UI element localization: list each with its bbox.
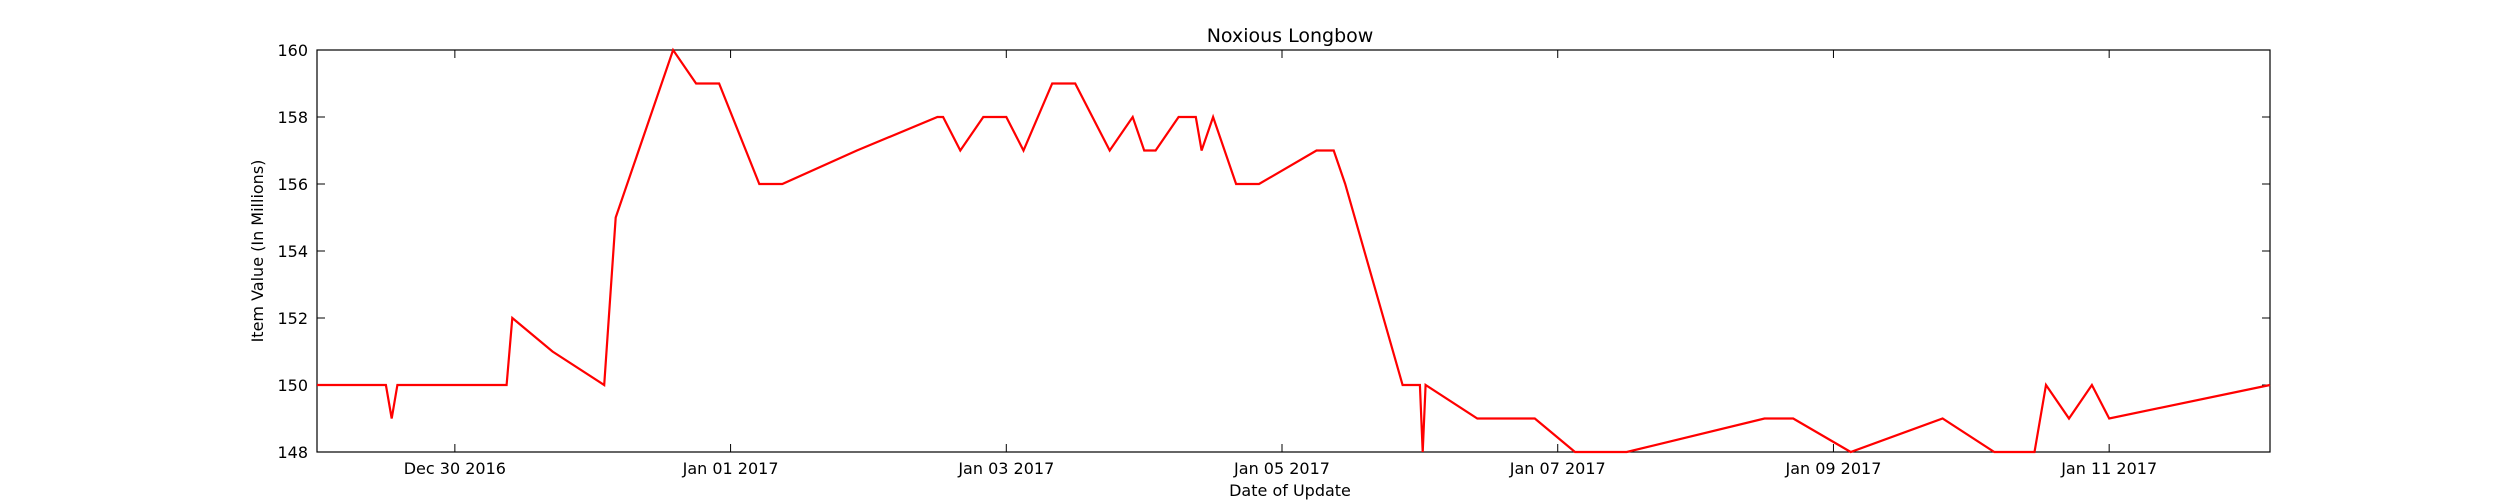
x-tick-label: Dec 30 2016: [404, 459, 506, 478]
y-tick-label: 150: [277, 376, 308, 395]
x-tick-label: Jan 01 2017: [682, 459, 779, 478]
y-tick-label: 154: [277, 242, 308, 261]
y-tick-label: 158: [277, 108, 308, 127]
series-line: [317, 47, 2271, 454]
y-tick-label: 152: [277, 309, 308, 328]
x-axis-label: Date of Update: [1229, 481, 1351, 500]
x-tick-label: Jan 11 2017: [2060, 459, 2157, 478]
x-tick-label: Jan 03 2017: [957, 459, 1054, 478]
y-axis-label: Item Value (In Millions): [248, 160, 267, 343]
chart-title: Noxious Longbow: [1207, 25, 1374, 47]
y-tick-label: 148: [277, 443, 308, 462]
x-tick-label: Jan 09 2017: [1784, 459, 1881, 478]
x-tick-label: Jan 05 2017: [1233, 459, 1330, 478]
x-tick-label: Jan 07 2017: [1509, 459, 1606, 478]
plot-area-frame: [316, 49, 2271, 453]
x-axis: Dec 30 2016 Jan 01 2017 Jan 03 2017 Jan 05 …: [404, 50, 2157, 478]
y-tick-label: 156: [277, 175, 308, 194]
y-tick-label: 160: [277, 41, 308, 60]
y-axis: 148 150 152 154 156 158 160: [277, 41, 2270, 462]
